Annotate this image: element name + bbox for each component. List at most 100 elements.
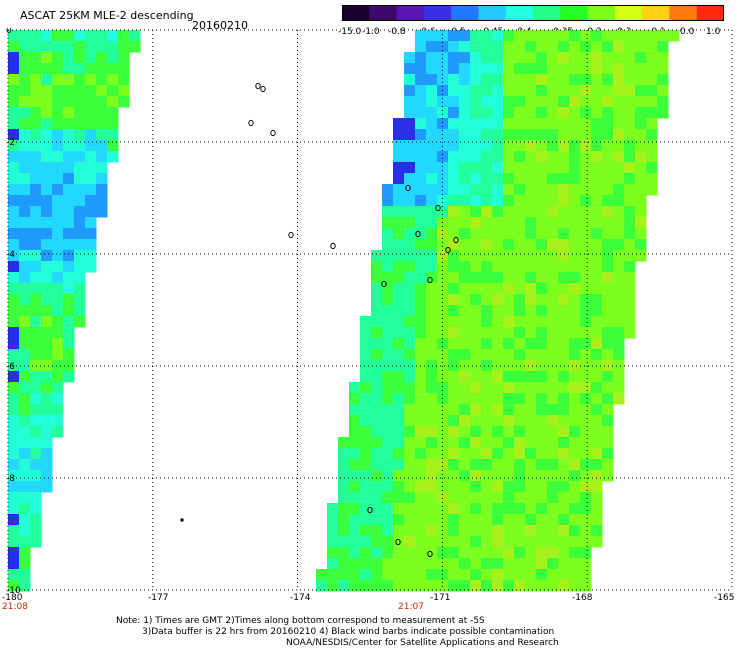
swath-cell: [657, 41, 669, 53]
swath-cell: [349, 481, 361, 493]
swath-cell: [360, 316, 372, 328]
swath-cell: [63, 239, 75, 251]
swath-cell: [536, 228, 548, 240]
swath-cell: [602, 250, 614, 262]
swath-cell: [492, 536, 504, 548]
swath-cell: [8, 162, 20, 174]
swath-cell: [646, 52, 658, 64]
swath-cell: [371, 316, 383, 328]
swath-cell: [459, 206, 471, 218]
swath-cell: [41, 151, 53, 163]
swath-cell: [52, 283, 64, 295]
swath-cell: [536, 195, 548, 207]
swath-cell: [41, 338, 53, 350]
swath-cell: [481, 349, 493, 361]
swath-cell: [459, 437, 471, 449]
swath-cell: [107, 63, 119, 75]
swath-cell: [514, 206, 526, 218]
swath-cell: [580, 580, 592, 592]
swath-cell: [514, 140, 526, 152]
swath-cell: [481, 404, 493, 416]
swath-cell: [525, 481, 537, 493]
swath-cell: [30, 250, 42, 262]
swath-cell: [404, 74, 416, 86]
swath-cell: [448, 492, 460, 504]
swath-cell: [481, 470, 493, 482]
swath-cell: [52, 140, 64, 152]
swath-cell: [30, 514, 42, 526]
swath-cell: [470, 140, 482, 152]
swath-cell: [646, 41, 658, 53]
time-label-west: 21:08: [2, 602, 28, 612]
swath-cell: [85, 228, 97, 240]
swath-cell: [514, 228, 526, 240]
swath-cell: [503, 52, 515, 64]
swath-cell: [635, 239, 647, 251]
swath-cell: [437, 250, 449, 262]
swath-cell: [470, 118, 482, 130]
swath-cell: [536, 217, 548, 229]
swath-cell: [613, 382, 625, 394]
swath-cell: [107, 30, 119, 42]
swath-cell: [591, 349, 603, 361]
swath-cell: [19, 283, 31, 295]
swath-cell: [426, 327, 438, 339]
swath-cell: [360, 448, 372, 460]
swath-cell: [459, 415, 471, 427]
swath-cell: [569, 129, 581, 141]
swath-cell: [591, 316, 603, 328]
swath-cell: [470, 448, 482, 460]
swath-cell: [569, 118, 581, 130]
swath-cell: [404, 129, 416, 141]
swath-cell: [602, 459, 614, 471]
swath-cell: [85, 217, 97, 229]
swath-cell: [19, 30, 31, 42]
swath-cell: [470, 514, 482, 526]
swath-cell: [580, 360, 592, 372]
swath-cell: [74, 129, 86, 141]
swath-cell: [52, 151, 64, 163]
swath-cell: [459, 382, 471, 394]
swath-cell: [63, 371, 75, 383]
swath-cell: [393, 360, 405, 372]
swath-cell: [558, 569, 570, 581]
swath-cell: [404, 558, 416, 570]
x-tick-label: -177: [148, 593, 169, 603]
swath-cell: [96, 85, 108, 97]
swath-cell: [404, 459, 416, 471]
swath-cell: [360, 426, 372, 438]
swath-cell: [580, 327, 592, 339]
swath-cell: [525, 162, 537, 174]
y-tick-label: -2: [6, 138, 15, 148]
swath-cell: [349, 558, 361, 570]
swath-cell: [602, 63, 614, 75]
swath-cell: [624, 228, 636, 240]
swath-cell: [591, 118, 603, 130]
swath-cell: [393, 228, 405, 240]
swath-cell: [503, 558, 515, 570]
swath-cell: [525, 206, 537, 218]
swath-cell: [602, 52, 614, 64]
swath-cell: [547, 536, 559, 548]
swath-cell: [481, 371, 493, 383]
swath-cell: [41, 107, 53, 119]
swath-cell: [19, 118, 31, 130]
swath-cell: [459, 426, 471, 438]
swath-cell: [459, 107, 471, 119]
swath-cell: [41, 228, 53, 240]
swath-cell: [547, 492, 559, 504]
swath-cell: [624, 316, 636, 328]
swath-cell: [52, 184, 64, 196]
swath-cell: [382, 316, 394, 328]
swath-cell: [547, 96, 559, 108]
swath-cell: [52, 426, 64, 438]
swath-cell: [635, 30, 647, 42]
swath-cell: [404, 338, 416, 350]
swath-cell: [437, 195, 449, 207]
swath-cell: [19, 239, 31, 251]
swath-cell: [470, 580, 482, 592]
swath-cell: [371, 327, 383, 339]
swath-cell: [525, 107, 537, 119]
swath-cell: [382, 558, 394, 570]
swath-cell: [404, 580, 416, 592]
